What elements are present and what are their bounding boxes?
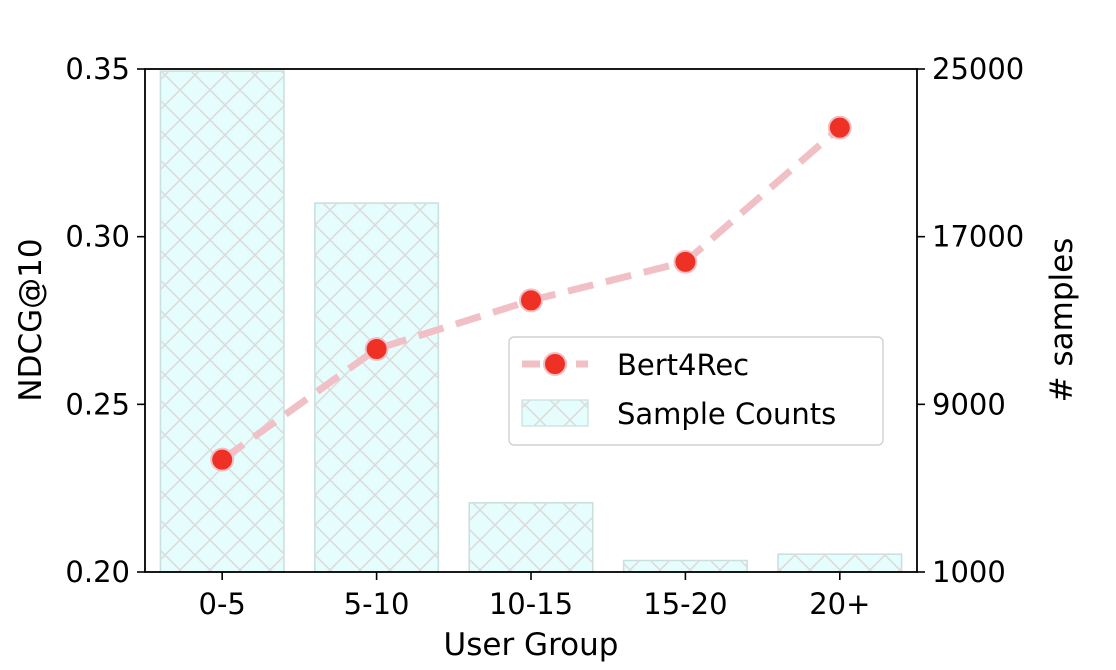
y2-tick-label-17000: 17000 xyxy=(932,220,1024,254)
line-point-10-15 xyxy=(519,288,543,313)
y-tick-label-0.25: 0.25 xyxy=(65,387,130,421)
x-tick-label-5-10: 5-10 xyxy=(344,587,410,621)
bar-hatch-10-15 xyxy=(469,502,593,572)
y-axis-left: 0.20 0.25 0.30 0.35 xyxy=(65,52,145,589)
legend-label-bar: Sample Counts xyxy=(617,397,836,431)
bar-hatch-15-20 xyxy=(623,560,748,572)
y-tick-label-0.20: 0.20 xyxy=(65,555,130,589)
x-axis: 0-5 5-10 10-15 15-20 20+ xyxy=(199,572,870,621)
y-tick-label-0.30: 0.30 xyxy=(65,220,130,254)
y-axis-right: 1000 9000 17000 25000 xyxy=(917,52,1024,589)
y-axis-label: NDCG@10 xyxy=(13,238,49,401)
y2-tick-label-25000: 25000 xyxy=(932,52,1024,86)
y2-axis-label: # samples xyxy=(1044,238,1080,403)
line-series xyxy=(210,115,852,472)
y-tick-label-0.35: 0.35 xyxy=(65,52,130,86)
x-tick-label-15-20: 15-20 xyxy=(643,587,727,621)
x-tick-label-20+: 20+ xyxy=(809,587,870,621)
bar-hatch-5-10 xyxy=(314,203,439,572)
bar-series xyxy=(159,70,903,573)
y2-tick-label-1000: 1000 xyxy=(932,555,1006,589)
legend-box xyxy=(508,336,884,446)
legend: Bert4Rec Sample Counts xyxy=(508,336,884,446)
line-point-15-20 xyxy=(673,249,698,274)
line-point-5-10 xyxy=(364,337,389,362)
x-tick-label-10-15: 10-15 xyxy=(489,587,573,621)
legend-bar-hatch xyxy=(522,400,588,426)
legend-label-line: Bert4Rec xyxy=(617,348,749,382)
bar-hatch-20+ xyxy=(778,554,902,572)
bar-hatch-0-5 xyxy=(160,71,284,573)
x-axis-label: User Group xyxy=(444,627,619,663)
y2-tick-label-9000: 9000 xyxy=(932,387,1006,421)
line-point-20+ xyxy=(827,115,852,140)
line-point-0-5 xyxy=(210,447,235,472)
x-tick-label-0-5: 0-5 xyxy=(199,587,246,621)
legend-marker-swatch xyxy=(543,352,567,376)
